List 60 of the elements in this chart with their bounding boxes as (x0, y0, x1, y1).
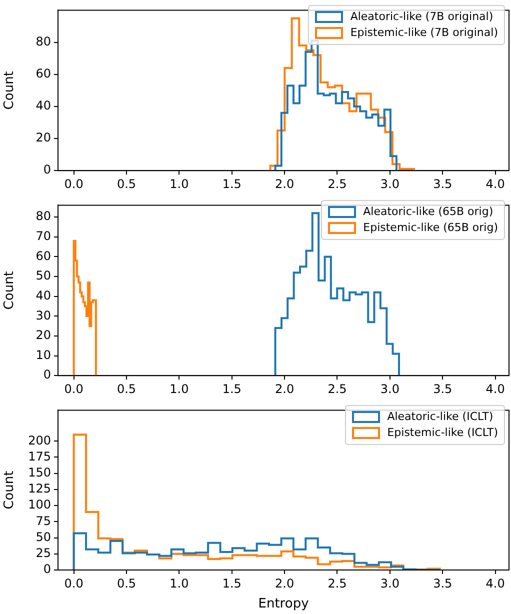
y-tick-label: 125 (28, 482, 51, 496)
y-tick-label: 150 (28, 465, 51, 480)
x-tick-label: 2.5 (328, 176, 347, 191)
x-tick-label: 4.0 (486, 382, 505, 396)
x-tick-label: 1.0 (170, 382, 189, 396)
x-tick-label: 2.0 (275, 576, 294, 590)
y-tick-label: 50 (36, 530, 51, 544)
x-tick-label: 3.0 (380, 576, 400, 590)
y-tick-label: 60 (36, 66, 51, 80)
x-tick-label: 2.5 (328, 576, 347, 590)
y-tick-label: 80 (36, 209, 51, 224)
y-tick-label: 100 (28, 498, 51, 512)
y-tick-label: 60 (36, 248, 51, 263)
y-tick-label: 75 (36, 514, 51, 528)
y-tick-label: 25 (36, 546, 51, 560)
legend-label: Epistemic-like (65B orig) (363, 220, 498, 236)
x-tick-label: 1.5 (222, 382, 242, 396)
y-tick-label: 70 (36, 229, 51, 244)
legend-label: Aleatoric-like (ICLT) (387, 409, 494, 425)
x-tick-label: 0.5 (116, 176, 136, 191)
x-tick-label: 4.0 (486, 176, 505, 191)
y-tick-label: 0 (43, 562, 51, 576)
x-tick-label: 2.0 (275, 176, 294, 191)
y-axis-title: Count (2, 470, 18, 510)
y-tick-label: 80 (36, 34, 51, 48)
y-tick-label: 40 (36, 98, 51, 113)
legend-label: Aleatoric-like (7B original) (350, 9, 494, 25)
x-tick-label: 2.0 (275, 382, 294, 396)
x-tick-label: 1.0 (170, 576, 189, 590)
x-tick-label: 3.5 (433, 576, 452, 590)
y-tick-label: 0 (43, 162, 51, 177)
y-tick-label: 50 (36, 268, 51, 283)
legend-label: Aleatoric-like (65B orig) (363, 204, 494, 220)
y-tick-label: 30 (36, 308, 51, 322)
x-tick-label: 0.0 (64, 576, 84, 590)
y-tick-label: 10 (36, 348, 51, 362)
y-axis-title: Count (2, 71, 18, 110)
x-tick-label: 4.0 (486, 576, 505, 590)
x-tick-label: 3.5 (433, 382, 452, 396)
x-tick-label: 0.0 (64, 176, 84, 191)
x-tick-label: 1.5 (222, 576, 242, 590)
x-tick-label: 1.5 (222, 176, 242, 191)
x-tick-label: 3.0 (380, 176, 400, 191)
legend-label: Epistemic-like (7B original) (350, 25, 498, 41)
x-tick-label: 2.5 (328, 382, 347, 396)
x-tick-label: 0.5 (116, 576, 136, 590)
x-tick-label: 3.0 (380, 382, 400, 396)
y-tick-label: 0 (43, 368, 51, 382)
y-tick-label: 175 (28, 449, 51, 464)
x-tick-label: 1.0 (170, 176, 189, 191)
y-axis-title: Count (2, 271, 18, 310)
x-tick-label: 3.5 (433, 176, 452, 191)
y-tick-label: 200 (28, 433, 51, 448)
y-tick-label: 20 (36, 130, 51, 145)
y-tick-label: 40 (36, 288, 51, 302)
x-axis-title: Entropy (258, 596, 310, 612)
x-tick-label: 0.5 (116, 382, 136, 396)
y-tick-label: 20 (36, 328, 51, 342)
legend-label: Epistemic-like (ICLT) (387, 425, 498, 441)
x-tick-label: 0.0 (64, 382, 84, 396)
